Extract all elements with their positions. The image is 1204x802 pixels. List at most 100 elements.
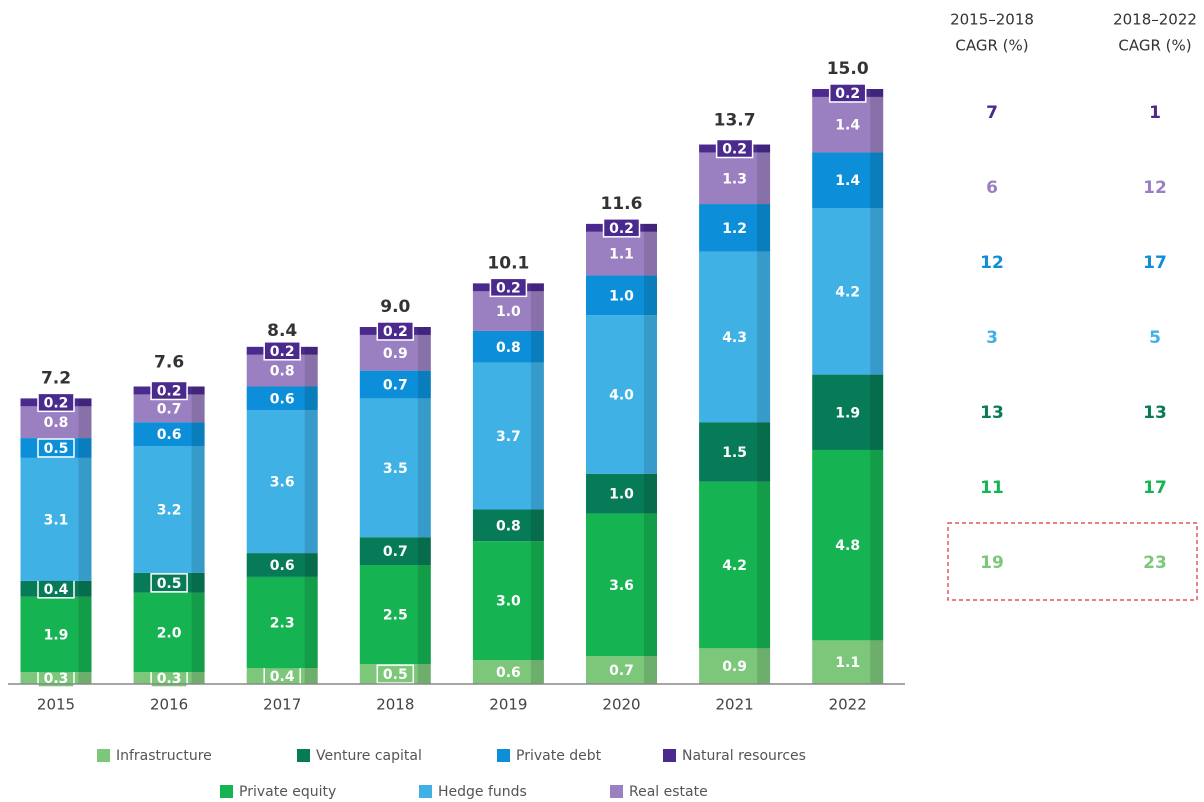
legend-label: Venture capital bbox=[316, 748, 422, 764]
x-tick-label: 2018 bbox=[376, 696, 414, 714]
value-label: 3.1 bbox=[44, 512, 69, 528]
legend-swatch bbox=[610, 785, 623, 798]
value-label: 0.5 bbox=[44, 441, 69, 457]
label-box bbox=[37, 438, 75, 458]
value-label: 0.2 bbox=[609, 221, 634, 237]
bar-shade bbox=[78, 398, 92, 684]
bar-segment bbox=[699, 422, 771, 482]
bar-segment bbox=[472, 541, 544, 661]
cagr-header-unit: CAGR (%) bbox=[955, 37, 1028, 55]
value-label: 4.3 bbox=[722, 330, 747, 346]
value-label: 0.5 bbox=[157, 576, 182, 592]
cagr-value: 7 bbox=[986, 103, 998, 123]
cagr-value: 5 bbox=[1149, 328, 1161, 348]
value-label: 1.1 bbox=[609, 247, 634, 263]
value-label: 0.2 bbox=[496, 280, 521, 296]
label-box bbox=[37, 392, 75, 413]
cagr-header-unit: CAGR (%) bbox=[1118, 37, 1191, 55]
value-label: 3.6 bbox=[270, 475, 295, 491]
bar-shade bbox=[757, 144, 771, 685]
legend-swatch bbox=[297, 749, 310, 762]
bar-segment bbox=[699, 251, 771, 423]
bar-segment bbox=[699, 152, 771, 205]
label-box bbox=[715, 138, 754, 159]
label-box bbox=[828, 83, 867, 103]
highlight-box bbox=[947, 522, 1198, 601]
legend-label: Natural resources bbox=[682, 748, 806, 764]
bar-shade bbox=[530, 283, 544, 684]
x-tick-label: 2016 bbox=[150, 696, 188, 714]
bar-segment bbox=[133, 592, 205, 673]
value-label: 1.9 bbox=[44, 627, 69, 643]
cagr-value: 13 bbox=[1143, 403, 1167, 423]
bar-shade bbox=[417, 327, 431, 684]
legend-label: Hedge funds bbox=[438, 784, 527, 800]
label-box bbox=[150, 380, 188, 401]
bar-segment bbox=[699, 204, 771, 252]
value-label: 1.3 bbox=[722, 171, 747, 187]
legend-label: Private equity bbox=[239, 784, 336, 800]
value-label: 1.5 bbox=[722, 445, 747, 461]
value-label: 1.0 bbox=[609, 487, 634, 503]
total-label: 7.6 bbox=[154, 353, 184, 373]
value-label: 0.8 bbox=[496, 518, 521, 534]
bar-segment bbox=[586, 315, 657, 474]
legend-swatch bbox=[97, 749, 110, 762]
value-label: 2.5 bbox=[383, 608, 408, 624]
bar-segment bbox=[20, 596, 92, 673]
bar-segment bbox=[812, 96, 884, 153]
bar-segment bbox=[586, 656, 657, 684]
value-label: 1.4 bbox=[835, 173, 860, 189]
x-tick-label: 2019 bbox=[489, 696, 527, 714]
x-tick-label: 2015 bbox=[37, 696, 75, 714]
total-label: 11.6 bbox=[601, 194, 643, 214]
value-label: 4.0 bbox=[609, 387, 634, 403]
bar-segment bbox=[586, 275, 657, 316]
legend-swatch bbox=[497, 749, 510, 762]
value-label: 3.0 bbox=[496, 594, 521, 610]
label-box bbox=[602, 218, 641, 238]
bar-segment bbox=[586, 513, 657, 657]
value-label: 0.7 bbox=[383, 378, 408, 394]
bar-segment bbox=[472, 362, 544, 510]
value-label: 1.2 bbox=[722, 221, 747, 237]
total-label: 15.0 bbox=[827, 59, 869, 79]
label-box bbox=[376, 321, 415, 341]
value-label: 3.6 bbox=[609, 578, 634, 594]
bar-shade bbox=[304, 346, 318, 684]
value-label: 1.9 bbox=[835, 405, 860, 421]
bar-segment bbox=[812, 449, 884, 641]
cagr-header-period: 2018–2022 bbox=[1113, 11, 1197, 29]
value-label: 0.6 bbox=[270, 391, 295, 407]
value-label: 2.3 bbox=[270, 616, 295, 632]
bar-segment bbox=[472, 291, 544, 331]
bar-segment bbox=[246, 576, 318, 669]
legend-label: Real estate bbox=[629, 784, 708, 800]
legend-swatch bbox=[220, 785, 233, 798]
bar-segment bbox=[699, 648, 771, 684]
bar-segment bbox=[359, 370, 431, 399]
value-label: 4.8 bbox=[835, 538, 860, 554]
value-label: 0.2 bbox=[722, 142, 747, 158]
cagr-value: 1 bbox=[1149, 103, 1161, 123]
value-label: 0.6 bbox=[270, 558, 295, 574]
cagr-header-period: 2015–2018 bbox=[950, 11, 1034, 29]
value-label: 0.3 bbox=[44, 671, 69, 687]
bar-segment bbox=[472, 509, 544, 542]
bar-segment bbox=[133, 422, 205, 446]
bar-segment bbox=[812, 208, 884, 375]
cagr-value: 3 bbox=[986, 328, 998, 348]
legend-label: Infrastructure bbox=[116, 748, 212, 764]
value-label: 3.5 bbox=[383, 461, 408, 477]
total-label: 13.7 bbox=[714, 111, 756, 131]
value-label: 0.9 bbox=[722, 659, 747, 675]
value-label: 0.8 bbox=[270, 364, 295, 380]
value-label: 0.7 bbox=[383, 544, 408, 560]
cagr-value: 11 bbox=[980, 478, 1004, 498]
legend-swatch bbox=[419, 785, 432, 798]
value-label: 0.6 bbox=[157, 427, 182, 443]
cagr-value: 17 bbox=[1143, 253, 1167, 273]
bar-segment bbox=[586, 473, 657, 514]
bar-segment bbox=[359, 537, 431, 565]
